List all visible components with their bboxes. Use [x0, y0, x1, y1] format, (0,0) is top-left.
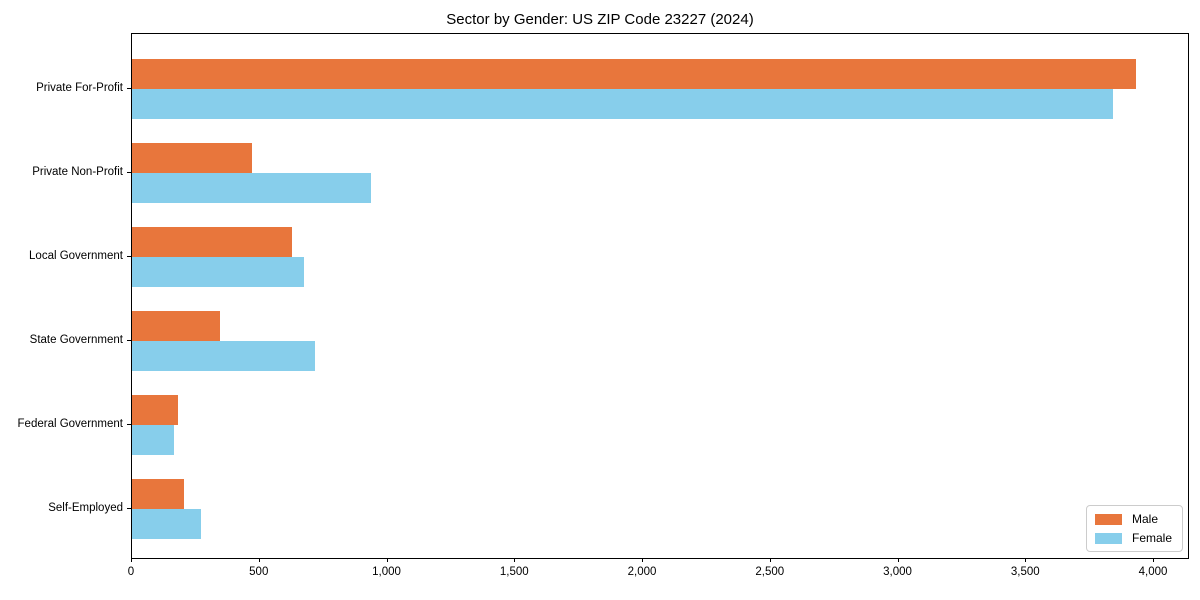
bar-female-federal-government	[132, 425, 175, 455]
bar-group-state-government	[132, 311, 1188, 371]
y-axis-tick	[127, 256, 131, 257]
y-axis-label-text: Private Non-Profit	[32, 166, 123, 178]
y-axis-label-text: Self-Employed	[48, 502, 123, 514]
x-axis-tick-label: 3,000	[883, 566, 912, 578]
y-axis-label-text: Private For-Profit	[36, 82, 123, 94]
y-axis-label-self-employed: Self-Employed	[0, 501, 123, 515]
y-axis-label-private-non-profit: Private Non-Profit	[0, 165, 123, 179]
chart-title: Sector by Gender: US ZIP Code 23227 (202…	[446, 11, 754, 28]
x-axis-tick-label: 1,500	[499, 566, 529, 578]
bar-male-self-employed	[132, 479, 185, 509]
x-axis-tick	[258, 558, 260, 562]
x-axis-tick-label: 4,000	[1138, 566, 1168, 578]
bar-female-private-non-profit	[132, 173, 371, 203]
bar-male-federal-government	[132, 395, 178, 425]
y-axis-tick	[127, 88, 131, 89]
legend-entry-male: Male	[1094, 512, 1172, 526]
bar-female-private-for-profit	[132, 89, 1114, 119]
bar-male-state-government	[132, 311, 221, 341]
legend-label-male: Male	[1131, 512, 1158, 526]
bar-group-federal-government	[132, 395, 1188, 455]
x-axis-tick	[769, 558, 771, 562]
bar-group-local-government	[132, 227, 1188, 287]
y-axis-tick	[127, 424, 131, 425]
x-axis-tick	[131, 558, 132, 562]
y-axis-label-local-government: Local Government	[0, 249, 123, 263]
bar-female-self-employed	[132, 509, 201, 539]
x-axis-tick-label: 0	[127, 566, 135, 578]
legend: Male Female	[1085, 505, 1183, 552]
legend-swatch-female	[1094, 532, 1122, 544]
x-axis-tick-label: 3,500	[1010, 566, 1040, 578]
y-axis-tick	[127, 340, 131, 341]
bar-group-self-employed	[132, 479, 1188, 539]
y-axis-tick	[127, 508, 131, 509]
bar-male-private-non-profit	[132, 143, 253, 173]
x-axis-tick	[386, 558, 388, 562]
x-axis-tick	[897, 558, 899, 562]
legend-swatch-male	[1094, 513, 1122, 525]
plot-area: Male Female	[131, 33, 1189, 559]
y-axis-label-state-government: State Government	[0, 333, 123, 347]
x-axis-tick	[1153, 558, 1155, 562]
bar-female-local-government	[132, 257, 305, 287]
x-axis-tick	[514, 558, 516, 562]
x-axis-tick-label: 2,500	[755, 566, 785, 578]
y-axis-label-private-for-profit: Private For-Profit	[0, 81, 123, 95]
x-axis-tick-label: 500	[249, 566, 269, 578]
bar-male-private-for-profit	[132, 59, 1137, 89]
bar-group-private-for-profit	[132, 59, 1188, 119]
y-axis-tick	[127, 172, 131, 173]
y-axis-label-text: State Government	[29, 334, 123, 346]
legend-label-female: Female	[1131, 531, 1172, 545]
x-axis-tick-label: 2,000	[627, 566, 657, 578]
bar-group-private-non-profit	[132, 143, 1188, 203]
y-axis-label-federal-government: Federal Government	[0, 417, 123, 431]
x-axis-tick	[642, 558, 643, 562]
x-axis-tick-label: 1,000	[372, 566, 401, 578]
legend-entry-female: Female	[1094, 531, 1172, 545]
bar-male-local-government	[132, 227, 292, 257]
bar-female-state-government	[132, 341, 315, 371]
y-axis-label-text: Federal Government	[17, 418, 123, 430]
x-axis-tick	[1025, 558, 1027, 562]
y-axis-label-text: Local Government	[29, 250, 123, 262]
